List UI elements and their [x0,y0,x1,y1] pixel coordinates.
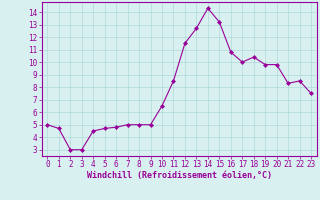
X-axis label: Windchill (Refroidissement éolien,°C): Windchill (Refroidissement éolien,°C) [87,171,272,180]
